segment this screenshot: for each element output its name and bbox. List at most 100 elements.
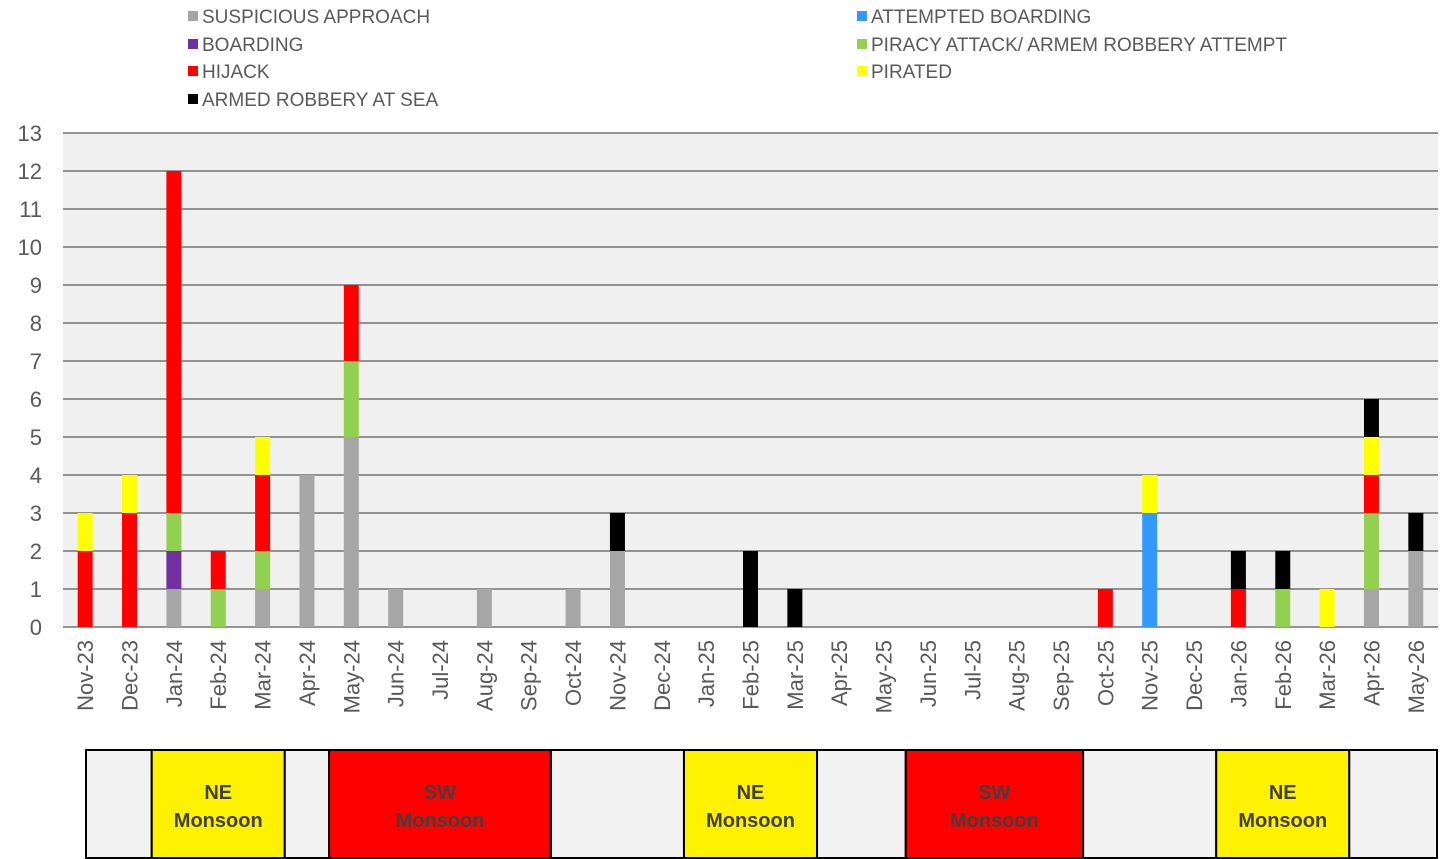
x-tick-label: Feb-24	[206, 640, 231, 710]
season-rect	[283, 749, 331, 859]
bar-segment	[122, 513, 138, 627]
bar-segment	[343, 361, 359, 437]
legend-swatch	[188, 11, 198, 21]
x-tick-label: Aug-25	[1005, 640, 1030, 711]
season-label-line2: Monsoon	[706, 810, 795, 832]
x-tick-label: Oct-25	[1093, 640, 1118, 706]
season-block	[85, 749, 153, 859]
x-tick-label: Apr-24	[295, 640, 320, 706]
bar-segment	[1363, 513, 1379, 589]
y-tick-label: 2	[30, 539, 42, 564]
bar-segment	[1230, 551, 1246, 589]
season-block: NE Monsoon	[150, 749, 286, 859]
legend-label: SUSPICIOUS APPROACH	[202, 7, 430, 28]
y-tick-label: 10	[18, 235, 42, 260]
bar-segment	[565, 589, 581, 627]
season-block: NE Monsoon	[1215, 749, 1351, 859]
legend-item: ARMED ROBBERY AT SEA	[188, 90, 439, 111]
season-rect	[1215, 749, 1351, 859]
legend-item: BOARDING	[188, 35, 303, 56]
x-tick-label: Mar-24	[251, 640, 276, 710]
season-label-line1: SW	[978, 782, 1010, 804]
y-tick-label: 3	[30, 501, 42, 526]
season-block: SW Monsoon	[904, 749, 1085, 859]
bar-segment	[609, 551, 625, 627]
bar-segment	[1275, 551, 1291, 589]
legend-item: HIJACK	[188, 62, 270, 83]
legend-label: BOARDING	[202, 35, 303, 56]
legend-item: PIRATED	[857, 62, 952, 83]
x-tick-label: Oct-24	[561, 640, 586, 706]
x-tick-label: Jan-26	[1226, 640, 1251, 707]
x-tick-label: Feb-25	[739, 640, 764, 710]
season-block	[283, 749, 331, 859]
bar-segment	[388, 589, 404, 627]
season-label-line1: NE	[737, 782, 765, 804]
bar-segment	[1363, 589, 1379, 627]
bar-segment	[343, 437, 359, 627]
monsoon-season-bar: NE Monsoon SW Monsoon NE Monsoon SW Monsoon NE Mo…	[85, 749, 1438, 859]
season-block	[816, 749, 907, 859]
legend-swatch	[857, 66, 867, 76]
x-tick-label: Dec-25	[1182, 640, 1207, 711]
y-tick-label: 11	[19, 197, 42, 222]
legend-swatch	[857, 11, 867, 21]
bar-segment	[166, 171, 182, 513]
y-tick-label: 5	[30, 425, 42, 450]
y-tick-label: 0	[30, 615, 42, 640]
season-label-line1: NE	[204, 782, 232, 804]
x-tick-label: Jul-24	[428, 640, 453, 700]
legend-swatch	[188, 66, 198, 76]
legend-swatch	[188, 94, 198, 104]
season-label-line1: SW	[424, 782, 456, 804]
bar-segment	[1363, 399, 1379, 437]
x-tick-label: Nov-25	[1138, 640, 1163, 711]
plot-area	[63, 133, 1438, 627]
bar-segment	[743, 551, 758, 627]
x-tick-label: Jan-25	[694, 640, 719, 707]
legend-label: ATTEMPTED BOARDING	[871, 7, 1091, 28]
legend-swatch	[188, 39, 198, 49]
season-rect	[816, 749, 907, 859]
season-label-line2: Monsoon	[1238, 810, 1327, 832]
season-rect	[328, 749, 552, 859]
y-tick-label: 6	[30, 387, 42, 412]
x-tick-label: May-26	[1404, 640, 1429, 713]
legend-item: SUSPICIOUS APPROACH	[188, 7, 430, 28]
x-tick-label: Aug-24	[472, 640, 497, 711]
season-rect	[904, 749, 1085, 859]
x-tick-label: Apr-25	[827, 640, 852, 706]
y-tick-label: 7	[30, 349, 42, 374]
y-tick-label: 1	[30, 577, 42, 602]
y-tick-label: 4	[30, 463, 42, 488]
season-label-line1: NE	[1269, 782, 1297, 804]
bar-segment	[255, 475, 271, 551]
y-tick-label: 8	[30, 311, 42, 336]
x-tick-label: Jan-24	[162, 640, 187, 707]
x-tick-label: Jun-24	[384, 640, 409, 707]
x-tick-label: Apr-26	[1359, 640, 1384, 706]
x-tick-label: Dec-23	[118, 640, 143, 711]
season-block: NE Monsoon	[682, 749, 819, 859]
y-tick-label: 9	[30, 273, 42, 298]
bar-segment	[1230, 589, 1246, 627]
x-tick-label: Mar-26	[1315, 640, 1340, 710]
bar-segment	[255, 589, 271, 627]
legend-item: ATTEMPTED BOARDING	[857, 7, 1091, 28]
x-tick-label: Jun-25	[916, 640, 941, 707]
season-block: SW Monsoon	[328, 749, 552, 859]
chart-legend: SUSPICIOUS APPROACH ATTEMPTED BOARDING BOA…	[188, 7, 1287, 111]
bar-segment	[1275, 589, 1291, 627]
x-axis-ticks: Nov-23 Dec-23 Jan-24 Feb-24 Mar-24 Apr-24 May-…	[73, 640, 1429, 713]
season-rect	[682, 749, 819, 859]
x-tick-label: Sep-25	[1049, 640, 1074, 711]
bar-segment	[1408, 551, 1424, 627]
season-rect	[85, 749, 153, 859]
season-label-line2: Monsoon	[174, 810, 263, 832]
bar-segment	[1319, 589, 1335, 627]
season-label-line2: Monsoon	[950, 810, 1039, 832]
x-tick-label: Jul-25	[960, 640, 985, 700]
bar-segment	[609, 513, 625, 551]
